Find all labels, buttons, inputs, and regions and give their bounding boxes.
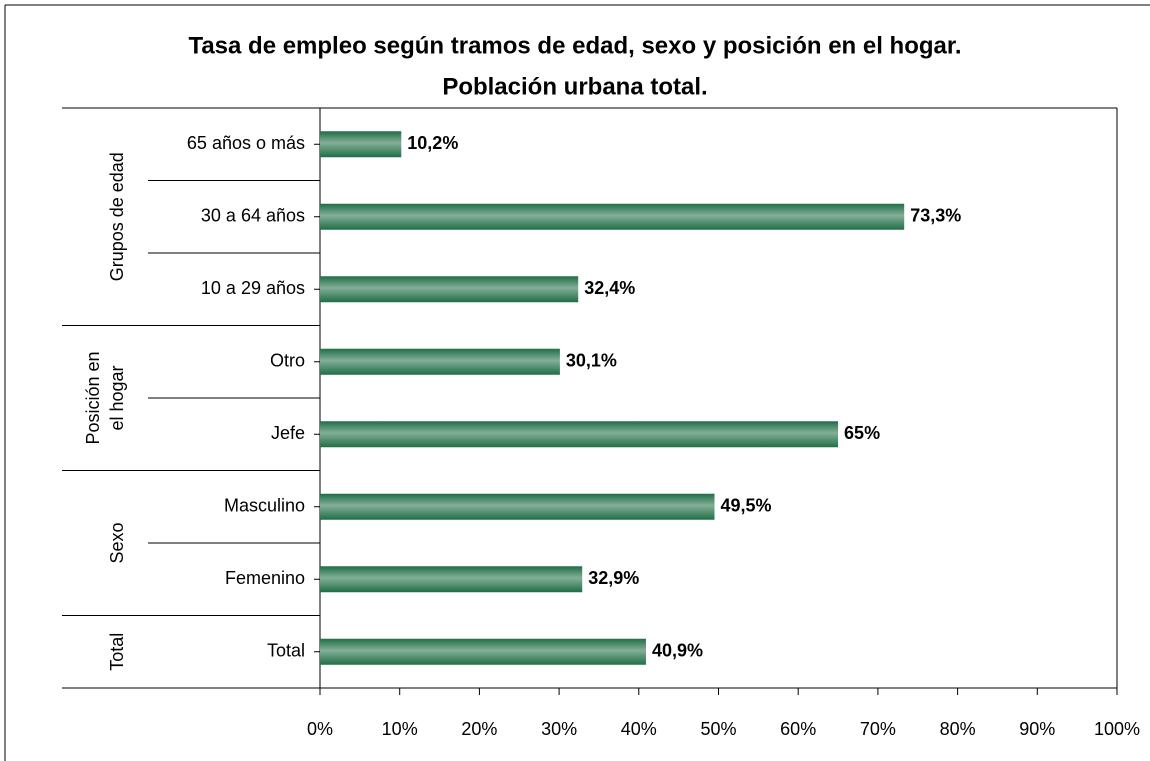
y-tick-label: Femenino <box>225 568 305 588</box>
group-label: Posición en <box>83 351 103 444</box>
x-tick-label: 60% <box>780 719 816 739</box>
bar <box>320 638 646 665</box>
x-tick-label: 0% <box>307 719 333 739</box>
x-tick-label: 80% <box>940 719 976 739</box>
x-tick-label: 90% <box>1019 719 1055 739</box>
bar <box>320 203 905 230</box>
bar <box>320 276 579 303</box>
bar <box>320 566 583 593</box>
y-tick-label: 65 años o más <box>187 133 305 153</box>
y-tick-label: Masculino <box>224 496 305 516</box>
value-label: 49,5% <box>721 496 772 516</box>
value-label: 73,3% <box>910 206 961 226</box>
x-tick-label: 70% <box>860 719 896 739</box>
y-tick-label: 10 a 29 años <box>201 278 305 298</box>
value-label: 32,4% <box>584 278 635 298</box>
chart-title: Población urbana total. <box>442 73 707 100</box>
bar <box>320 421 839 448</box>
group-label: Sexo <box>107 522 127 563</box>
x-tick-label: 10% <box>382 719 418 739</box>
value-label: 30,1% <box>566 351 617 371</box>
value-label: 40,9% <box>652 641 703 661</box>
group-label: Total <box>107 633 127 671</box>
x-tick-label: 30% <box>541 719 577 739</box>
value-label: 32,9% <box>588 568 639 588</box>
bar <box>320 348 560 375</box>
x-tick-label: 40% <box>621 719 657 739</box>
x-tick-label: 50% <box>700 719 736 739</box>
y-tick-label: 30 a 64 años <box>201 206 305 226</box>
x-tick-label: 100% <box>1094 719 1140 739</box>
y-tick-label: Total <box>267 641 305 661</box>
group-label: Grupos de edad <box>107 152 127 281</box>
chart-title: Tasa de empleo según tramos de edad, sex… <box>188 32 961 59</box>
group-label: el hogar <box>107 365 127 430</box>
bar <box>320 493 715 520</box>
y-tick-label: Otro <box>270 351 305 371</box>
y-tick-label: Jefe <box>271 423 305 443</box>
value-label: 10,2% <box>407 133 458 153</box>
x-tick-label: 20% <box>461 719 497 739</box>
bar <box>320 131 402 158</box>
value-label: 65% <box>844 423 880 443</box>
